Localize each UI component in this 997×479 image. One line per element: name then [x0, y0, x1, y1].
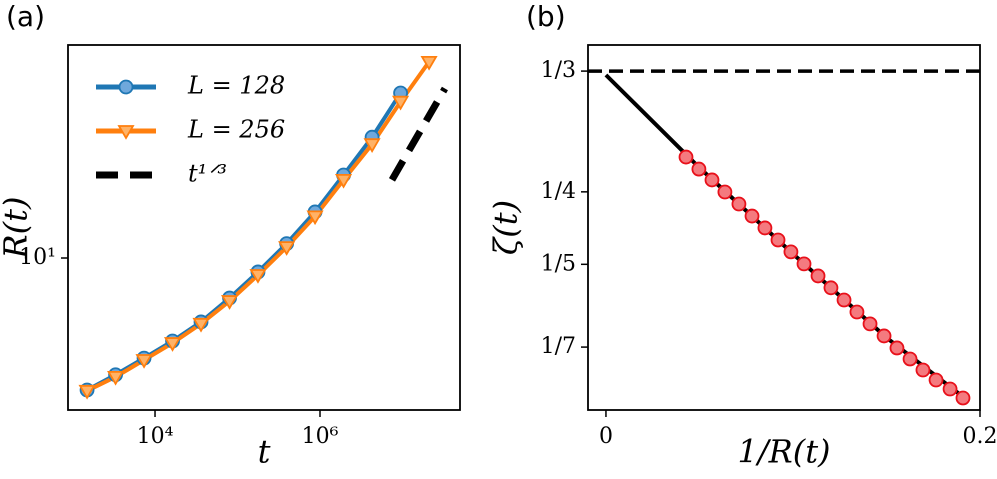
marker	[955, 390, 971, 406]
series-line	[388, 86, 448, 182]
marker	[902, 351, 918, 367]
marker	[192, 317, 210, 333]
y-tick-label: 10¹	[19, 245, 56, 270]
legend-marker	[117, 125, 135, 140]
legend-label: t¹ᐟ³	[188, 160, 227, 188]
marker	[78, 384, 96, 400]
marker	[107, 370, 125, 386]
marker	[757, 220, 773, 236]
marker	[717, 184, 733, 200]
y-axis-label: R(t)	[0, 197, 35, 260]
y-tick-label: 1/7	[541, 334, 576, 359]
marker	[849, 304, 865, 320]
legend-label: L = 128	[187, 72, 285, 100]
plot-area	[588, 69, 980, 398]
marker	[220, 295, 239, 310]
marker	[306, 210, 324, 226]
x-axis-label: t	[258, 433, 271, 471]
x-tick-label: 0	[599, 424, 613, 449]
marker	[278, 241, 296, 256]
marker	[942, 381, 958, 397]
x-tick-label: 10⁴	[137, 424, 174, 449]
y-tick-label: 1/4	[541, 179, 576, 204]
marker	[392, 95, 410, 111]
x-axis-label: 1/R(t)	[737, 433, 830, 471]
panel-label: (b)	[526, 0, 566, 33]
marker	[836, 292, 852, 308]
marker	[691, 161, 707, 177]
marker	[915, 362, 931, 378]
legend-marker	[118, 79, 134, 95]
marker	[862, 316, 878, 332]
axes-frame	[587, 44, 981, 411]
panel-label: (a)	[6, 0, 45, 33]
y-tick-label: 1/5	[541, 251, 576, 276]
x-tick-label: 0.2	[963, 424, 997, 449]
y-tick-label: 1/3	[541, 58, 576, 83]
marker	[783, 244, 799, 260]
marker	[744, 208, 760, 224]
plot-area	[86, 60, 431, 393]
marker	[135, 354, 153, 369]
marker	[249, 269, 267, 284]
marker	[796, 256, 812, 272]
marker	[889, 340, 905, 356]
marker	[731, 196, 747, 212]
marker	[876, 328, 892, 344]
marker	[163, 337, 182, 352]
marker	[334, 173, 353, 189]
marker	[770, 232, 786, 248]
series-line	[86, 60, 431, 393]
x-tick-label: 10⁶	[302, 424, 339, 449]
marker	[420, 55, 438, 71]
marker	[810, 268, 826, 284]
marker	[678, 149, 694, 165]
marker	[928, 372, 944, 388]
marker	[363, 138, 381, 153]
legend-label: L = 256	[187, 116, 285, 144]
marker	[704, 172, 720, 188]
axes-frame	[67, 44, 461, 411]
y-axis-label: ζ(t)	[487, 200, 525, 255]
marker	[823, 280, 839, 296]
